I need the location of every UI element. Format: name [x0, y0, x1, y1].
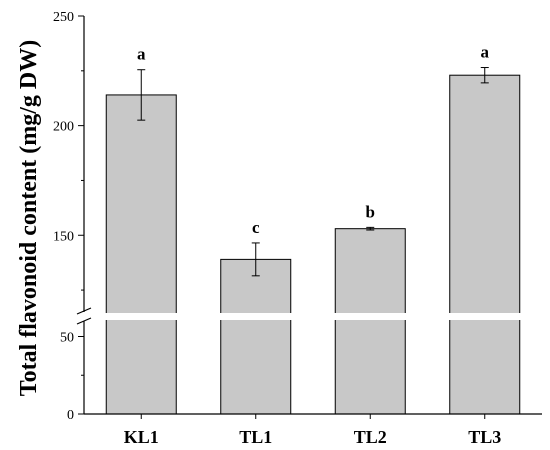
- axis-break-mark: [76, 307, 92, 315]
- significance-label: a: [481, 43, 490, 62]
- x-tick-label: KL1: [124, 427, 159, 447]
- y-tick-label: 0: [67, 408, 74, 423]
- plot-area: a KL1 c TL1 b TL2 a TL3 0 50 150 200 250: [53, 10, 544, 447]
- bar: [449, 74, 521, 415]
- significance-label: a: [137, 45, 146, 64]
- y-tick-label: 200: [53, 120, 74, 135]
- significance-label: b: [366, 202, 375, 221]
- bar: [220, 258, 292, 415]
- bar: [334, 228, 406, 415]
- y-tick-label: 150: [53, 229, 74, 244]
- significance-label: c: [252, 218, 260, 237]
- x-tick-label: TL2: [354, 427, 387, 447]
- bar: [105, 94, 177, 415]
- y-tick-label: 50: [60, 331, 74, 346]
- axis-break-mark: [76, 317, 92, 325]
- y-tick-label: 250: [53, 10, 74, 25]
- x-tick-label: TL3: [468, 427, 501, 447]
- y-axis-title: Total flavonoid content (mg/g DW): [16, 40, 42, 396]
- axis-break-gap: [72, 313, 544, 320]
- x-tick-label: TL1: [239, 427, 272, 447]
